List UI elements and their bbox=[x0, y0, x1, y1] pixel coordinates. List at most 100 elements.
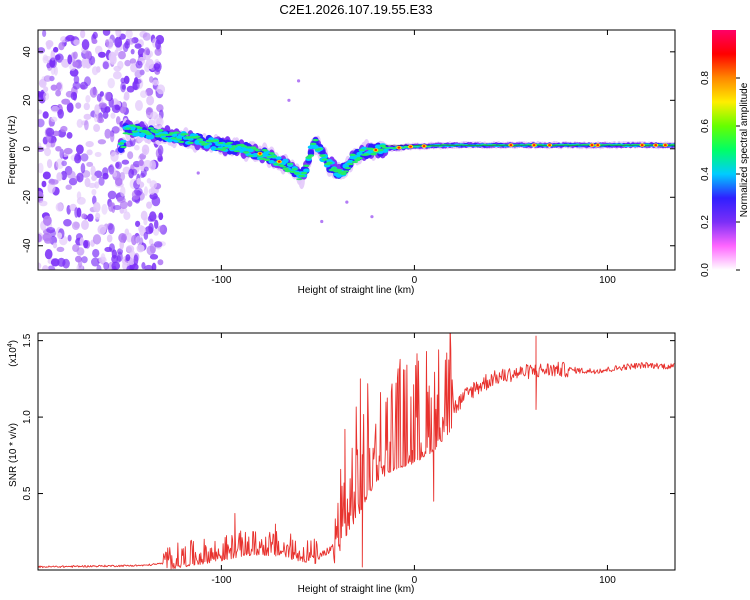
noise-blob bbox=[63, 219, 72, 227]
noise-blob bbox=[101, 203, 108, 215]
noise-blob bbox=[85, 140, 94, 148]
ridge-band bbox=[136, 126, 143, 130]
noise-blob bbox=[91, 175, 97, 182]
noise-blob bbox=[296, 79, 301, 83]
hotspot bbox=[596, 144, 600, 147]
noise-blob bbox=[148, 222, 154, 234]
snr-marks bbox=[38, 333, 675, 570]
noise-blob bbox=[126, 232, 133, 243]
noise-blob bbox=[102, 111, 109, 119]
ridge-band bbox=[238, 148, 245, 153]
ridge-band bbox=[157, 128, 164, 132]
noise-blob bbox=[81, 39, 90, 50]
noise-blob bbox=[53, 46, 59, 53]
noise-blob bbox=[120, 81, 126, 93]
hotspot bbox=[409, 145, 412, 148]
ridge-band bbox=[344, 166, 352, 170]
colorbar-tick-label: 0.8 bbox=[700, 71, 711, 85]
hotspot bbox=[509, 144, 513, 147]
noise-blob bbox=[107, 77, 115, 89]
snr-x-tick-label: -100 bbox=[211, 575, 231, 586]
ridge-band bbox=[644, 145, 650, 147]
snr-y-ticks: 0.5 1.0 1.5 bbox=[22, 333, 675, 501]
ridge-band bbox=[203, 144, 210, 149]
ridge-band bbox=[154, 134, 162, 138]
ridge-band bbox=[194, 135, 201, 138]
noise-blob bbox=[42, 171, 51, 180]
ridge-band bbox=[672, 145, 675, 147]
hotspot bbox=[258, 152, 262, 155]
noise-blob bbox=[149, 76, 154, 83]
noise-blob bbox=[158, 212, 164, 221]
noise-blob bbox=[134, 43, 142, 49]
noise-blob bbox=[123, 91, 130, 101]
noise-blob bbox=[370, 215, 374, 219]
noise-blob bbox=[49, 57, 57, 69]
noise-blob bbox=[146, 95, 155, 106]
noise-blob bbox=[136, 177, 142, 185]
noise-blob bbox=[114, 36, 123, 48]
noise-blob bbox=[44, 238, 52, 244]
noise-blob bbox=[85, 95, 91, 103]
spectrogram-y-ticks: -40 -20 0 20 40 bbox=[22, 46, 675, 253]
noise-blob bbox=[76, 144, 84, 155]
hotspot bbox=[397, 146, 401, 149]
noise-blob bbox=[45, 39, 54, 48]
noise-blob bbox=[106, 234, 113, 243]
ridge-band bbox=[240, 144, 247, 148]
ridge-band bbox=[303, 168, 310, 173]
noise-blob bbox=[63, 147, 73, 155]
noise-blob bbox=[108, 164, 115, 175]
noise-blob bbox=[38, 118, 45, 128]
ridge-band bbox=[347, 159, 354, 164]
noise-blob bbox=[114, 177, 123, 187]
ridge-band bbox=[247, 155, 254, 157]
noise-blob bbox=[125, 30, 133, 39]
ridge-band bbox=[233, 150, 241, 153]
noise-blob bbox=[149, 211, 157, 222]
hotspot bbox=[590, 144, 594, 147]
noise-blob bbox=[102, 61, 109, 70]
noise-blob bbox=[97, 139, 107, 145]
ridge-band bbox=[526, 143, 531, 146]
noise-blob bbox=[104, 91, 112, 101]
noise-blob bbox=[49, 179, 59, 185]
noise-blob bbox=[119, 200, 128, 210]
ridge-band bbox=[330, 167, 338, 170]
noise-blob bbox=[110, 131, 115, 143]
spectrogram-y-tick-label: 40 bbox=[22, 46, 33, 58]
noise-blob bbox=[123, 211, 131, 221]
ridge-band bbox=[117, 142, 125, 145]
noise-blob bbox=[320, 219, 324, 224]
ridge-band bbox=[340, 172, 347, 176]
noise-blob bbox=[71, 221, 80, 230]
ridge-band bbox=[282, 158, 289, 164]
ridge-band bbox=[263, 158, 271, 162]
noise-blob bbox=[70, 91, 77, 101]
ridge-band bbox=[317, 147, 324, 150]
noise-blob bbox=[46, 158, 53, 169]
spectrogram-y-tick-label: -20 bbox=[22, 190, 33, 205]
snr-y-label: SNR (10 * v/v) bbox=[8, 423, 19, 487]
noise-blob bbox=[117, 60, 124, 70]
noise-blob bbox=[114, 104, 120, 111]
noise-blob bbox=[134, 69, 143, 79]
snr-x-label: Height of straight line (km) bbox=[298, 584, 415, 595]
noise-blob bbox=[142, 32, 151, 41]
ridge-band bbox=[356, 156, 363, 160]
noise-blob bbox=[134, 99, 143, 111]
noise-blob bbox=[116, 255, 122, 263]
ridge-band bbox=[161, 137, 169, 140]
noise-blob bbox=[76, 247, 85, 256]
colorbar-ticks: 0.0 0.2 0.4 0.6 0.8 bbox=[700, 71, 740, 277]
noise-blob bbox=[74, 207, 79, 218]
ridge-band bbox=[412, 146, 418, 148]
noise-blob bbox=[61, 98, 71, 105]
ridge-band bbox=[145, 132, 152, 136]
noise-blob bbox=[44, 248, 53, 260]
noise-blob bbox=[55, 202, 64, 212]
noise-blob bbox=[92, 248, 100, 258]
ridge-band bbox=[245, 146, 252, 149]
snr-scale-exponent: 4 bbox=[7, 343, 14, 347]
